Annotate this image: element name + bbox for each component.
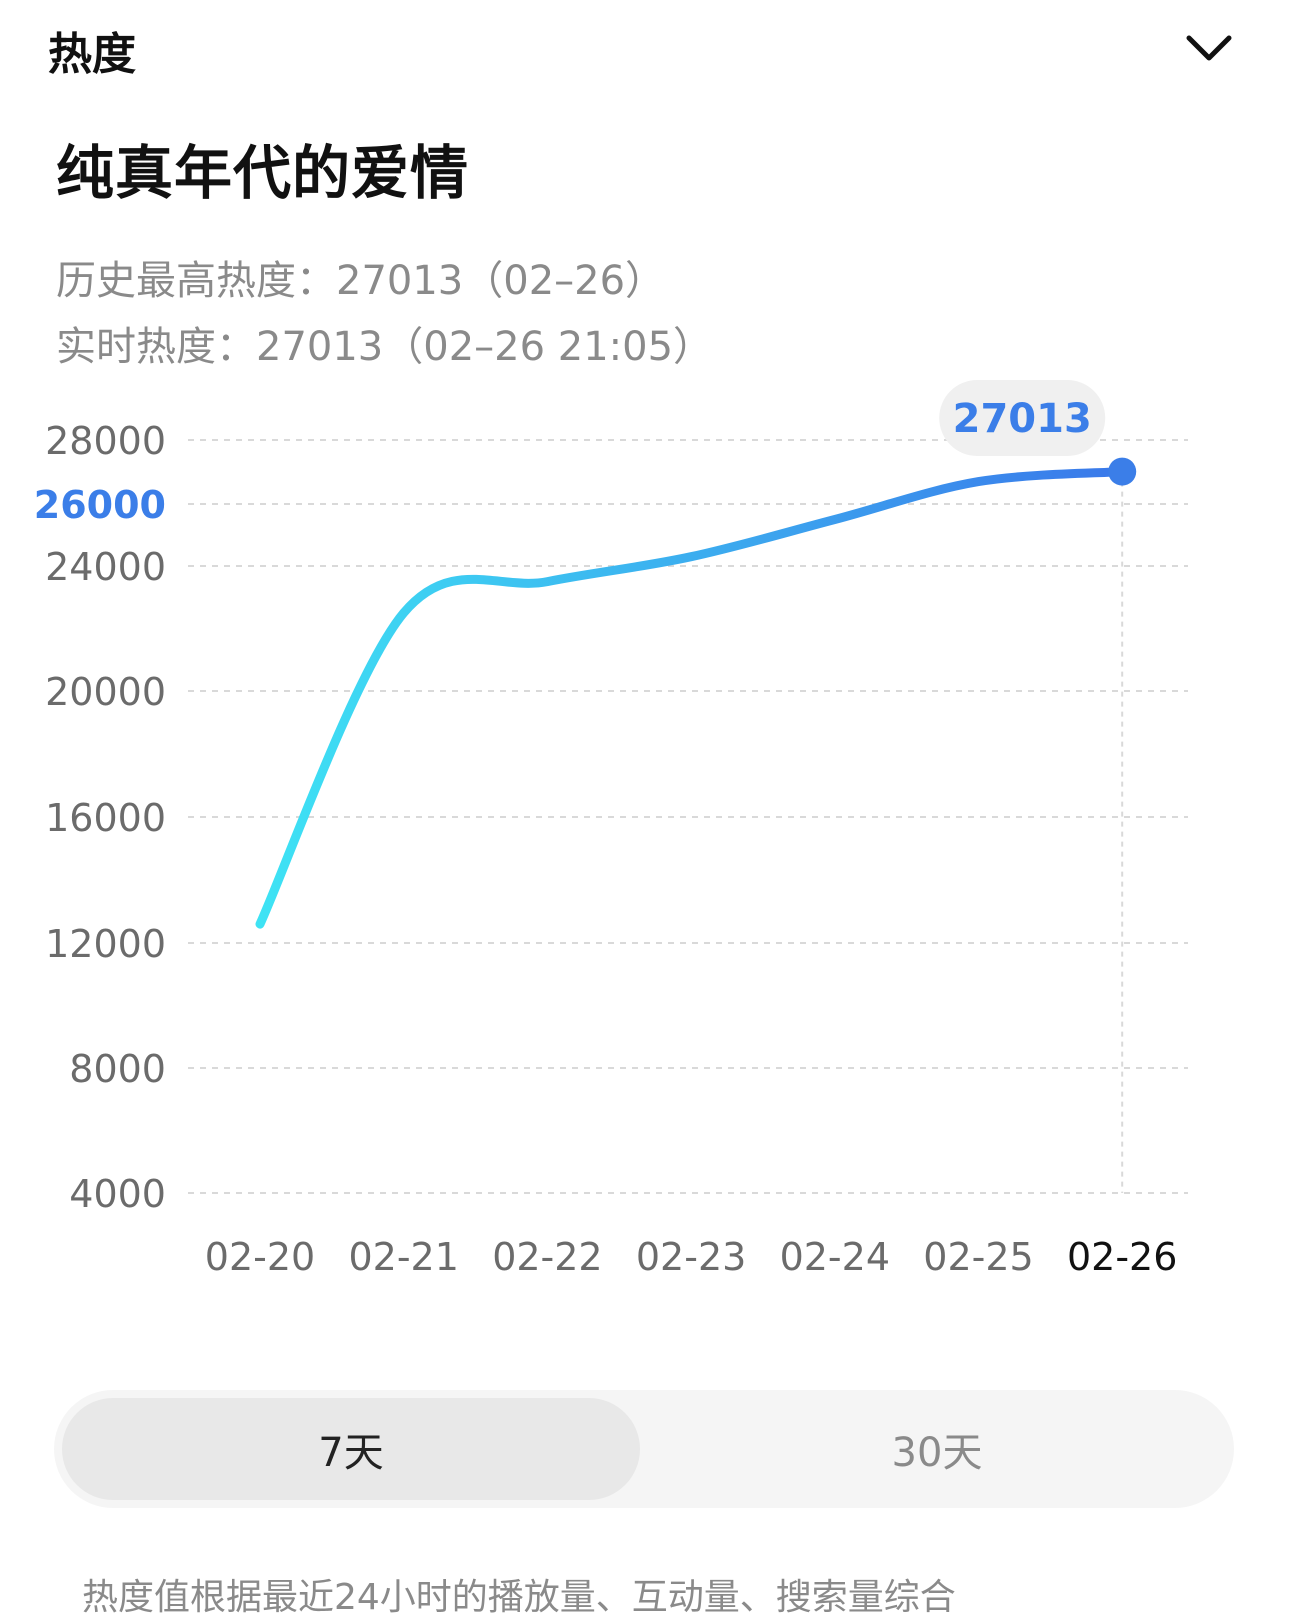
value-bubble-label: 27013 [953, 396, 1092, 442]
x-tick-label: 02-25 [923, 1235, 1033, 1279]
range-option-30d[interactable]: 30天 [891, 1430, 983, 1476]
y-tick-label: 4000 [69, 1172, 166, 1216]
x-tick-label: 02-26 [1067, 1235, 1177, 1279]
y-tick-label: 28000 [45, 419, 166, 463]
y-tick-label: 26000 [34, 483, 166, 527]
highlighted-point [1108, 457, 1137, 486]
section-label: 热度 [48, 29, 136, 80]
collapse-button[interactable] [1176, 18, 1242, 78]
y-tick-label: 8000 [69, 1047, 166, 1091]
y-tick-label: 16000 [45, 796, 166, 840]
y-tick-label: 20000 [45, 670, 166, 714]
series-line [255, 467, 1127, 929]
range-selector: 7天 30天 [54, 1390, 1234, 1508]
x-tick-label: 02-23 [636, 1235, 746, 1279]
x-tick-label: 02-21 [348, 1235, 458, 1279]
x-tick-label: 02-20 [205, 1235, 315, 1279]
chevron-down-icon [1186, 35, 1232, 61]
realtime-heat: 实时热度：27013（02–26 21:05） [56, 324, 714, 370]
range-option-7d[interactable]: 7天 [62, 1398, 640, 1500]
footnote-fade [990, 1560, 1290, 1624]
y-tick-label: 12000 [45, 922, 166, 966]
y-tick-label: 24000 [45, 545, 166, 589]
history-max-heat: 历史最高热度：27013（02–26） [56, 258, 666, 304]
footnote: 热度值根据最近24小时的播放量、互动量、搜索量综合 [82, 1577, 956, 1618]
show-title: 纯真年代的爱情 [56, 139, 470, 207]
x-tick-label: 02-22 [492, 1235, 602, 1279]
heat-line-chart: 4000 8000 12000 16000 20000 24000 26000 28000 0… [34, 380, 1188, 1279]
value-bubble [939, 380, 1106, 456]
x-tick-label: 02-24 [780, 1235, 890, 1279]
